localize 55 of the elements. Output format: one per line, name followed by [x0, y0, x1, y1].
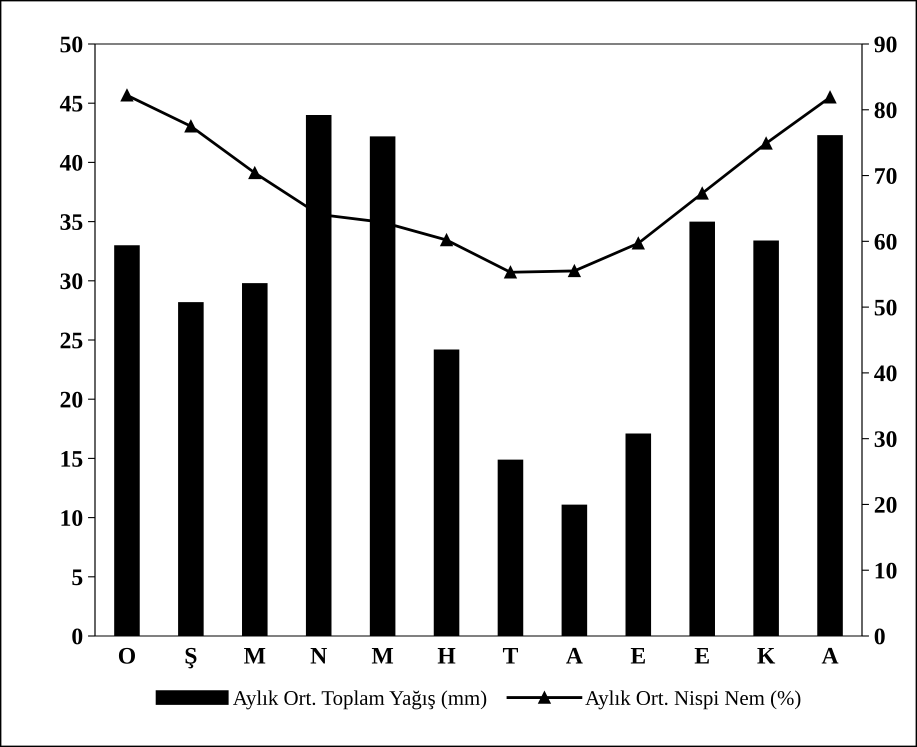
y-tick-label: 40 — [60, 154, 82, 171]
point — [824, 91, 836, 104]
y2-tick-label: 80 — [874, 102, 897, 118]
y-tick-label: 0 — [72, 628, 82, 644]
y2-tick-label: 60 — [874, 234, 897, 250]
y2-tick-label: 90 — [874, 36, 897, 52]
x-tick-label: M — [244, 648, 266, 664]
bar — [434, 349, 460, 636]
point — [760, 137, 772, 150]
y-tick-label: 35 — [60, 214, 82, 230]
x-tick-label: A — [566, 648, 583, 664]
bar — [242, 283, 268, 636]
legend-label: Aylık Ort. Toplam Yağış (mm) — [232, 690, 486, 710]
x-tick-label: N — [310, 648, 327, 664]
bar — [817, 135, 843, 636]
point — [632, 237, 645, 250]
bar — [178, 302, 204, 636]
x-tick-label: E — [694, 648, 709, 664]
x-tick-label: M — [372, 648, 394, 664]
bar — [562, 504, 588, 636]
bar — [753, 240, 779, 636]
y-tick-label: 50 — [60, 36, 82, 52]
y-tick-label: 15 — [61, 451, 82, 467]
point — [120, 89, 134, 102]
point — [248, 166, 262, 180]
bar — [689, 222, 715, 636]
point — [440, 234, 453, 246]
x-tick-label: T — [502, 648, 518, 664]
y-tick-label: 30 — [60, 273, 82, 290]
legend-label: Aylık Ort. Nispi Nem (%) — [585, 690, 800, 710]
y-tick-label: 20 — [60, 392, 82, 408]
point — [184, 120, 198, 132]
y2-tick-label: 70 — [875, 168, 897, 184]
point — [568, 264, 581, 278]
y-tick-label: 5 — [72, 570, 82, 586]
x-tick-label: H — [438, 648, 456, 664]
bar — [626, 434, 652, 636]
x-tick-label: E — [630, 648, 645, 664]
y-tick-label: 10 — [61, 510, 82, 526]
x-tick-label: A — [822, 648, 838, 664]
y2-tick-label: 30 — [874, 431, 897, 448]
y2-tick-label: 10 — [876, 562, 897, 579]
bar — [114, 245, 140, 636]
point — [504, 266, 517, 278]
y2-tick-label: 40 — [874, 365, 897, 382]
y2-tick-label: 50 — [874, 300, 897, 316]
y-tick-label: 45 — [60, 96, 82, 112]
x-tick-label: Ş — [186, 648, 196, 668]
y2-tick-label: 20 — [874, 496, 897, 513]
y2-tick-label: 0 — [874, 628, 885, 644]
point — [696, 187, 708, 200]
y-tick-label: 25 — [60, 332, 82, 348]
x-tick-label: K — [757, 648, 776, 664]
x-tick-label: O — [118, 648, 135, 664]
bar — [498, 460, 524, 636]
